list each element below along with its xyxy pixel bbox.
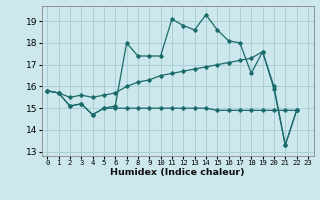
X-axis label: Humidex (Indice chaleur): Humidex (Indice chaleur): [110, 168, 245, 177]
